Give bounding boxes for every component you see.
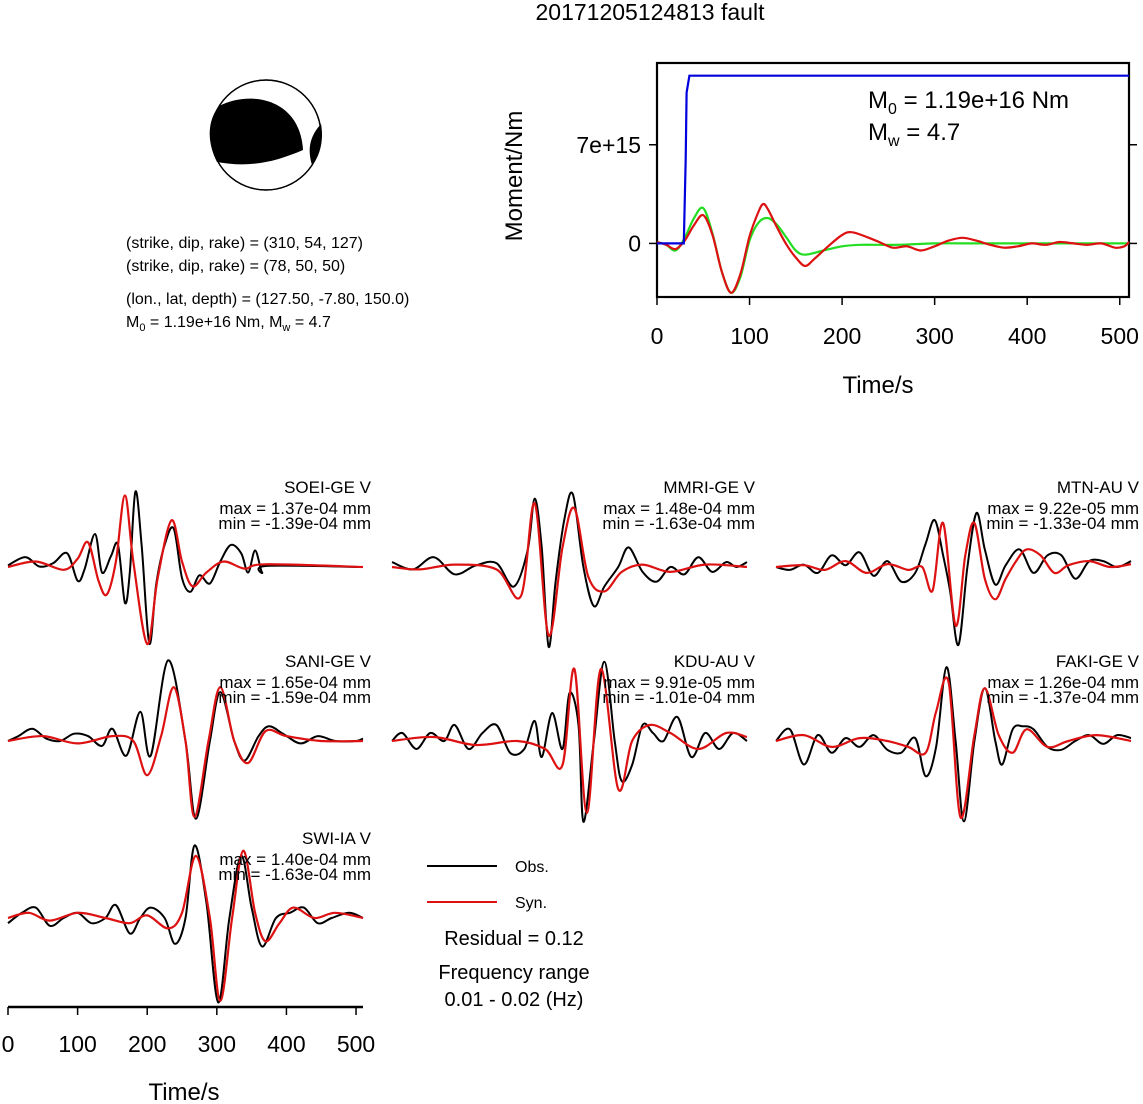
moment-plot-frame [655,61,1131,299]
figure-title: 20171205124813 fault [536,0,766,25]
strike-dip-rake-1: (strike, dip, rake) = (310, 54, 127) [126,235,363,252]
frequency-range-value: 0.01 - 0.02 (Hz) [445,989,584,1011]
waveform-x-tick-label: 500 [337,1031,375,1057]
synthetic-waveform-line [775,676,1132,819]
moment-x-tick-label: 100 [730,323,768,349]
strike-dip-rake-2: (strike, dip, rake) = (78, 50, 50) [126,258,345,275]
station-max: max = 9.91e-05 mm [603,673,755,692]
station-max: max = 1.40e-04 mm [219,850,371,869]
lon-lat-depth: (lon., lat, depth) = (127.50, -7.80, 150… [126,291,409,308]
legend-syn-label: Syn. [515,895,547,912]
station-max: max = 1.26e-04 mm [987,673,1139,692]
moment-x-tick-label: 400 [1008,323,1046,349]
station-min: min = -1.01e-04 mm [602,688,755,707]
moment-x-tick-label: 500 [1101,323,1139,349]
waveform-x-axis-label: Time/s [148,1079,219,1104]
synthetic-waveform-line [391,667,748,815]
synthetic-waveform-line [7,494,364,646]
moment-m0-label: M0 = 1.19e+16 Nm [868,87,1069,118]
station-name: KDU-AU V [674,652,756,671]
focal-mechanism-beachball [209,79,322,191]
station-name: MMRI-GE V [663,478,755,497]
station-min: min = -1.63e-04 mm [218,865,371,884]
moment-summary: M0 = 1.19e+16 Nm, Mw = 4.7 [126,314,331,334]
moment-x-axis-label: Time/s [842,372,913,399]
moment-y-axis-label: Moment/Nm [501,111,528,242]
moment-x-tick-label: 0 [651,323,664,349]
station-name: SWI-IA V [302,829,372,848]
synthetic-waveform-line [391,502,748,637]
frequency-range-title: Frequency range [438,962,589,984]
waveform-x-tick-label: 300 [198,1031,236,1057]
moment-rate-chart: 0 100 200 300 400 500 0 7e+15 Time/s Moment/Nm [501,61,1139,399]
station-max: max = 1.65e-04 mm [219,673,371,692]
observed-waveform-line [775,666,1132,823]
moment-x-tick-label: 200 [823,323,861,349]
residual-text: Residual = 0.12 [444,928,584,950]
moment-mw-label: Mw = 4.7 [868,119,960,150]
station-max: max = 9.22e-05 mm [987,499,1139,518]
station-min: min = -1.39e-04 mm [218,514,371,533]
waveform-x-tick-label: 400 [267,1031,305,1057]
waveform-x-tick-label: 200 [128,1031,166,1057]
moment-y-tick-label: 7e+15 [576,132,641,158]
station-min: min = -1.63e-04 mm [602,514,755,533]
moment-series-0-line [657,74,1129,245]
station-name: MTN-AU V [1057,478,1140,497]
station-name: SOEI-GE V [284,478,372,497]
legend: Obs. Syn. Residual = 0.12 Frequency rang… [427,859,590,1011]
station-min: min = -1.37e-04 mm [986,688,1139,707]
station-min: min = -1.33e-04 mm [986,514,1139,533]
waveform-x-tick-label: 100 [58,1031,96,1057]
station-name: SANI-GE V [285,652,372,671]
station-max: max = 1.37e-04 mm [219,499,371,518]
source-parameters: (strike, dip, rake) = (310, 54, 127) (st… [126,235,409,334]
station-name: FAKI-GE V [1056,652,1140,671]
waveform-x-tick-label: 0 [2,1031,15,1057]
legend-obs-label: Obs. [515,859,549,876]
observed-waveform-line [775,511,1132,647]
station-max: max = 1.48e-04 mm [603,499,755,518]
moment-x-tick-label: 300 [915,323,953,349]
synthetic-waveform-line [775,521,1132,627]
moment-y-tick-label: 0 [628,230,641,256]
synthetic-waveform-line [7,686,364,818]
moment-series-2-line [656,202,1130,294]
synthetic-waveform-line [7,849,364,1002]
moment-series-1-line [656,206,1129,294]
station-min: min = -1.59e-04 mm [218,688,371,707]
